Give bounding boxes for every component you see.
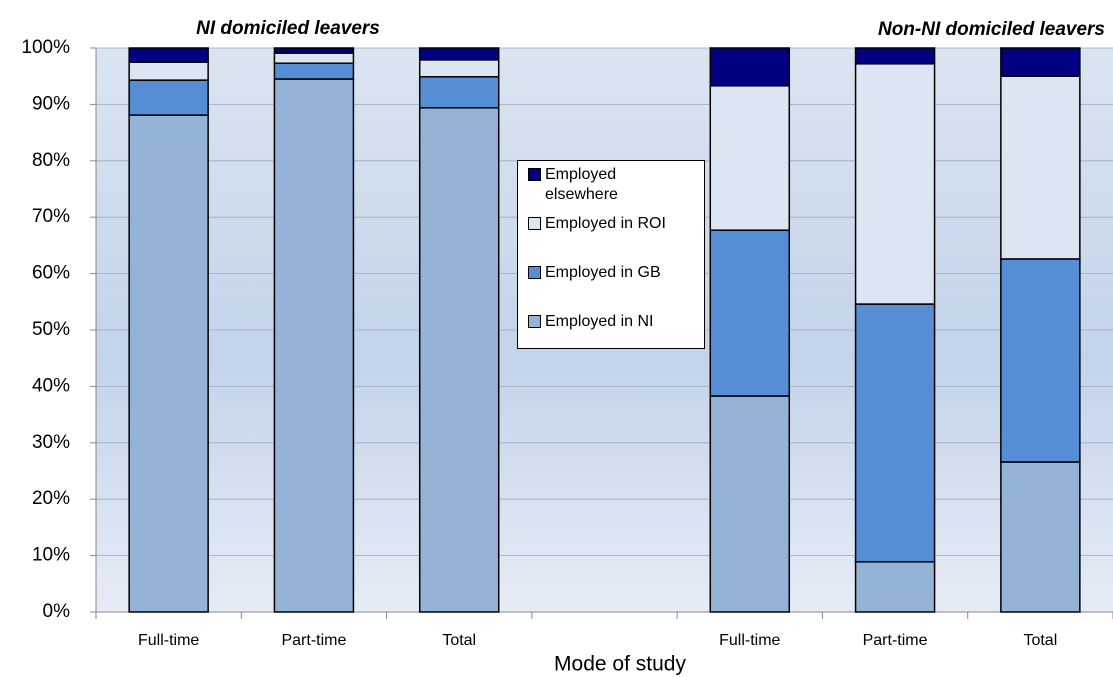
bar-segment (273, 47, 355, 54)
bar-segment (128, 114, 209, 613)
legend-swatch (528, 315, 541, 328)
bar-segment (854, 63, 936, 305)
y-tick-label: 10% (32, 545, 70, 566)
legend-item: Employed in GB (528, 263, 698, 312)
x-tick-label: Part-time (281, 632, 346, 649)
bar-segment (128, 79, 209, 116)
bar-segment (273, 78, 355, 613)
y-tick-label: 0% (43, 601, 71, 622)
annotation: NI domiciled leavers (196, 18, 380, 39)
legend-swatch (528, 168, 541, 181)
y-tick-label: 80% (32, 150, 70, 171)
bar-segment (418, 76, 500, 109)
x-axis-label: Mode of study (554, 653, 686, 676)
bar-segment (128, 61, 209, 81)
legend: Employed elsewhere Employed in ROI Employe… (517, 160, 705, 349)
legend-label: Employed in NI (545, 313, 654, 330)
x-tick-label: Full-time (138, 632, 199, 649)
y-tick-label: 90% (32, 93, 70, 114)
y-tick-label: 30% (32, 432, 70, 453)
bar-segment (418, 107, 500, 613)
x-tick-label: Total (442, 632, 476, 649)
bar-segment (709, 47, 791, 87)
bar-segment (418, 59, 500, 78)
legend-item: Employed elsewhere (528, 165, 698, 214)
x-tick-label: Total (1023, 632, 1057, 649)
bar-segment (709, 395, 791, 613)
bar-segment (1000, 47, 1081, 77)
bar-segment (854, 303, 936, 563)
y-tick-label: 20% (32, 488, 70, 509)
bar-segment (128, 47, 209, 63)
bar-segment (418, 47, 500, 61)
y-tick-label: 100% (21, 37, 70, 58)
y-tick-label: 70% (32, 206, 70, 227)
legend-swatch (528, 217, 541, 230)
bar-segment (709, 85, 791, 231)
y-tick-label: 60% (32, 263, 70, 284)
bar-segment (854, 47, 936, 65)
bar-segment (273, 62, 355, 80)
legend-label: Employed in ROI (545, 215, 666, 232)
annotation: Non-NI domiciled leavers (878, 19, 1105, 40)
legend-label: Employed elsewhere (545, 166, 618, 203)
bar-segment (709, 229, 791, 397)
legend-item: Employed in NI (528, 312, 698, 361)
bar-segment (1000, 258, 1081, 463)
y-tick-label: 50% (32, 319, 70, 340)
legend-item: Employed in ROI (528, 214, 698, 263)
legend-swatch (528, 266, 541, 279)
x-tick-label: Full-time (719, 632, 780, 649)
bar-segment (273, 52, 355, 64)
legend-label: Employed in GB (545, 264, 661, 281)
bar-segment (854, 561, 936, 613)
bar-segment (1000, 461, 1081, 613)
y-tick-label: 40% (32, 375, 70, 396)
bar-segment (1000, 75, 1081, 260)
x-tick-label: Part-time (863, 632, 928, 649)
